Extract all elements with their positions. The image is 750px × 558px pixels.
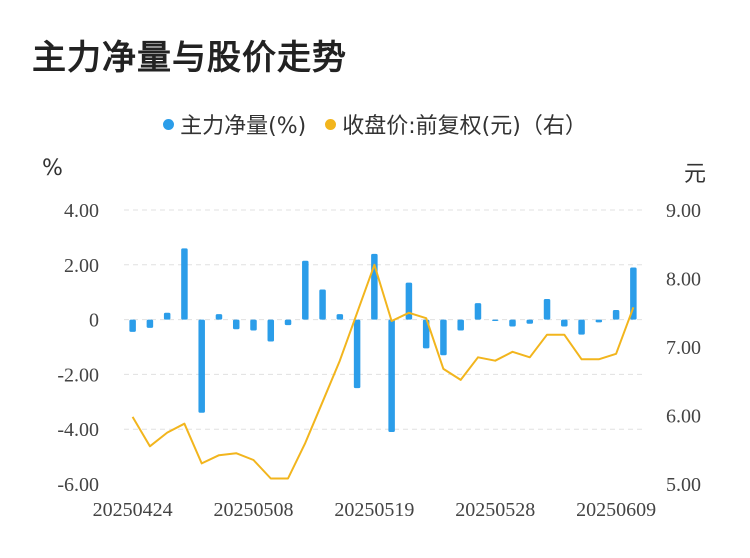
bar [336,314,344,320]
legend-item-net-volume[interactable]: 主力净量(%) [163,108,306,140]
bar [509,319,516,327]
bar [181,248,188,320]
legend-label-net-volume: 主力净量(%) [180,114,307,139]
bar [440,319,447,356]
right-axis-unit: 元 [684,162,707,187]
bar [474,303,482,320]
chart-title: 主力净量与股价走势 [32,38,347,78]
bar [526,319,534,324]
y-left-tick-label: -4.00 [57,419,99,441]
x-tick-label: 20250508 [214,499,294,521]
left-axis-unit: % [42,156,63,181]
y-right-tick-label: 5.00 [666,474,701,496]
y-left-tick-label: -2.00 [57,364,99,386]
legend: 主力净量(%) 收盘价:前复权(元)（右） [0,108,750,140]
bar [630,267,637,320]
bar [388,319,395,432]
bar [457,319,464,331]
y-right-tick-label: 6.00 [666,406,701,428]
bar [267,319,275,342]
bar [612,310,620,320]
bar [198,319,205,413]
x-tick-label: 20250519 [334,499,414,521]
y-right-tick-label: 7.00 [666,337,701,359]
close-price-line [131,263,635,480]
x-tick-label: 20250424 [93,499,173,521]
y-left-tick-label: -6.00 [57,474,99,496]
legend-label-close-price: 收盘价:前复权(元)（右） [342,114,587,139]
legend-marker-bar [163,118,175,130]
bar [319,289,326,320]
bar [232,319,240,330]
bar [405,282,413,320]
y-left-tick-label: 0 [89,310,99,332]
y-right-tick-label: 9.00 [666,200,701,222]
bar [146,319,154,328]
bar [422,319,430,349]
bar [578,319,585,335]
y-right-tick-label: 8.00 [666,269,701,291]
bar [543,299,551,320]
bar [284,319,292,326]
bar [371,253,378,320]
x-tick-label: 20250609 [576,499,656,521]
bar [163,312,171,320]
bar [561,319,568,327]
bar [215,314,223,320]
x-tick-label: 20250528 [455,499,535,521]
y-left-tick-label: 4.00 [64,200,99,222]
bar [491,319,499,321]
bar [250,319,257,331]
bar [353,319,361,389]
bar [595,319,603,323]
bar [302,260,309,320]
legend-marker-line [325,118,337,130]
y-left-tick-label: 2.00 [64,255,99,277]
bar [129,319,136,332]
legend-item-close-price[interactable]: 收盘价:前复权(元)（右） [325,108,587,140]
